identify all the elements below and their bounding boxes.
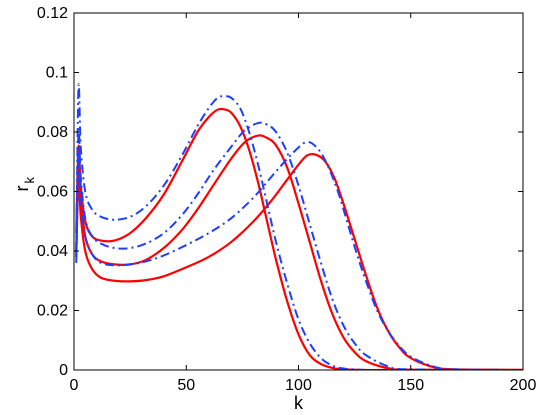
tick-marks [73, 12, 524, 371]
x-tick-label: 0 [70, 377, 79, 394]
y-tick-labels: 0 0.02 0.04 0.06 0.08 0.1 0.12 [37, 5, 68, 379]
series-line-solid-1 [75, 107, 523, 370]
plot-frame [73, 12, 524, 371]
series-line-dashdot-5 [75, 121, 523, 370]
series-line-solid-3 [75, 152, 523, 370]
y-tick-label: 0.06 [37, 184, 68, 201]
y-tick-label: 0.08 [37, 124, 68, 141]
y-tick-label: 0.04 [37, 243, 68, 260]
x-tick-label: 50 [177, 377, 195, 394]
series-line-dashdot-6 [75, 140, 523, 370]
x-axis-label: k [294, 393, 304, 413]
x-tick-label: 100 [285, 377, 312, 394]
x-tick-labels: 0 50 100 150 200 [70, 377, 537, 394]
series-line-dashdot-4 [75, 83, 523, 370]
x-tick-label: 200 [510, 377, 537, 394]
y-axis-label-base: r [12, 186, 32, 192]
y-tick-label: 0.12 [37, 5, 68, 22]
curves-layer [75, 83, 523, 370]
y-tick-label: 0.1 [46, 65, 68, 82]
y-tick-label: 0.02 [37, 303, 68, 320]
y-axis-label: r k [12, 177, 37, 192]
x-tick-label: 150 [397, 377, 424, 394]
y-tick-label: 0 [59, 362, 68, 379]
y-axis-label-subscript: k [22, 177, 37, 184]
